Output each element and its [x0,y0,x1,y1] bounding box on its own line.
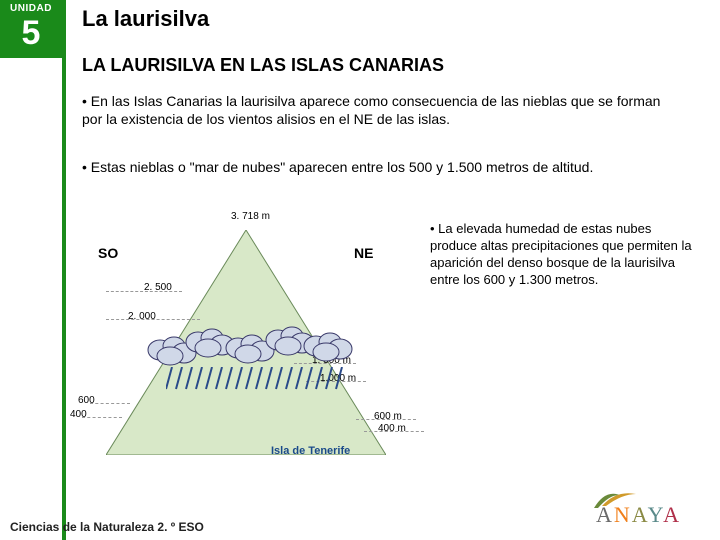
mountain-diagram: 3. 718 m SO NE 2. 500 2. 000 600 400 1. … [76,215,416,455]
alt-600l: 600 [78,395,95,406]
paragraph-1: • En las Islas Canarias la laurisilva ap… [82,92,672,128]
altline-600l [90,403,130,404]
publisher-logo: ANAYA [596,502,706,532]
direction-ne: NE [354,245,373,261]
direction-sw: SO [98,245,118,261]
green-stripe [62,0,66,540]
page-title: La laurisilva [82,6,209,32]
rain-layer [166,367,356,417]
altline-400l [82,417,122,418]
paragraph-3: • La elevada humedad de estas nubes prod… [430,220,698,288]
logo-swoosh-icon [592,486,640,512]
unit-number: 5 [0,16,62,50]
alt-600r: 600 m [374,411,402,422]
paragraph-2: • Estas nieblas o "mar de nubes" aparece… [82,158,692,176]
unit-badge: UNIDAD 5 [0,0,62,58]
footer-text: Ciencias de la Naturaleza 2. º ESO [10,520,204,534]
unit-label: UNIDAD [0,3,62,14]
alt-400r: 400 m [378,423,406,434]
island-name: Isla de Tenerife [271,445,350,457]
peak-altitude: 3. 718 m [231,211,270,222]
section-title: LA LAURISILVA EN LAS ISLAS CANARIAS [82,55,444,76]
alt-2500: 2. 500 [144,282,172,293]
alt-400l: 400 [70,409,87,420]
